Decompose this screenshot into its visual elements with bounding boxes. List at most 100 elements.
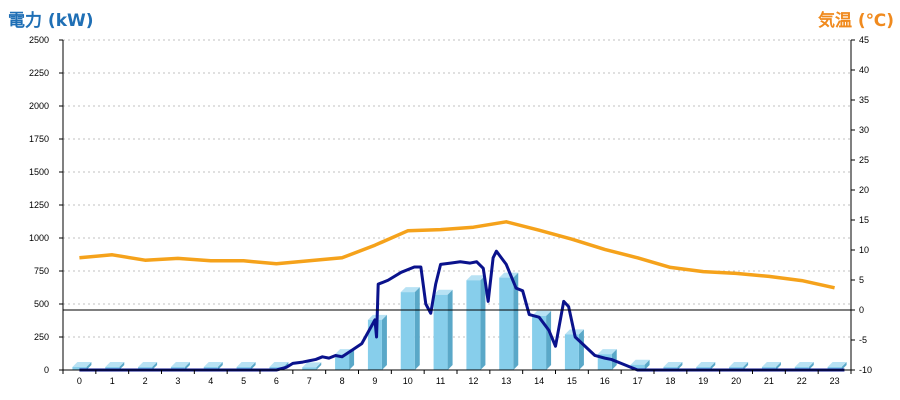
x-tick-label: 1 <box>110 376 115 386</box>
bar <box>532 310 552 370</box>
bar-top <box>72 362 92 367</box>
bar-top <box>597 349 617 355</box>
bar-top <box>663 362 683 367</box>
bar-top <box>532 310 552 316</box>
x-tick-label: 9 <box>372 376 377 386</box>
bar-top <box>630 359 650 365</box>
bar-top <box>170 362 190 367</box>
bar-side <box>808 362 814 370</box>
lines-layer <box>79 220 845 372</box>
bar-side <box>381 314 387 370</box>
x-tick-label: 14 <box>534 376 544 386</box>
bar-top <box>466 275 486 281</box>
x-tick-label: 15 <box>567 376 577 386</box>
bar-top <box>761 362 781 367</box>
bar-side <box>217 362 223 370</box>
bar-top <box>794 362 814 367</box>
left-tick-label: 0 <box>44 365 49 375</box>
bar-front <box>532 315 547 370</box>
bar-side <box>447 289 453 370</box>
x-tick-label: 13 <box>501 376 511 386</box>
x-tick-label: 12 <box>468 376 478 386</box>
bar-front <box>367 319 382 370</box>
bar-side <box>250 362 256 370</box>
x-tick-label: 6 <box>274 376 279 386</box>
bar-side <box>349 349 355 370</box>
bar-front <box>499 277 514 370</box>
right-tick-label: 5 <box>859 275 864 285</box>
bar <box>564 329 584 370</box>
left-axis-title: 電力 (kW) <box>8 11 94 31</box>
left-tick-label: 2000 <box>29 101 49 111</box>
bar-side <box>546 310 552 370</box>
bar-front <box>466 280 481 370</box>
x-tick-label: 4 <box>208 376 213 386</box>
left-tick-label: 1000 <box>29 233 49 243</box>
bar <box>466 275 486 370</box>
x-tick-label: 3 <box>175 376 180 386</box>
right-axis-title: 気温 (℃) <box>817 11 894 31</box>
bar-side <box>775 362 781 370</box>
left-tick-label: 1750 <box>29 134 49 144</box>
bar-top <box>729 362 749 367</box>
bar-side <box>841 362 847 370</box>
right-tick-label: 40 <box>859 65 869 75</box>
right-tick-label: 45 <box>859 35 869 45</box>
x-tick-label: 22 <box>797 376 807 386</box>
right-tick-label: 30 <box>859 125 869 135</box>
bar-front <box>400 292 415 370</box>
bar-front <box>564 334 579 370</box>
bar-top <box>302 362 322 368</box>
x-tick-label: 11 <box>436 376 445 386</box>
bar-top <box>236 362 256 367</box>
right-tick-label: 0 <box>859 305 864 315</box>
x-tick-label: 19 <box>698 376 708 386</box>
right-tick-label: 25 <box>859 155 869 165</box>
right-tick-label: 20 <box>859 185 869 195</box>
x-tick-label: 23 <box>830 376 840 386</box>
x-tick-label: 16 <box>600 376 610 386</box>
bar-side <box>119 362 125 370</box>
power-series-line <box>79 249 845 372</box>
bar-side <box>513 272 519 370</box>
x-tick-label: 18 <box>665 376 675 386</box>
x-tick-label: 20 <box>731 376 741 386</box>
left-tick-label: 1500 <box>29 167 49 177</box>
bar <box>400 287 420 370</box>
bar-side <box>743 362 749 370</box>
left-tick-label: 750 <box>34 266 49 276</box>
left-tick-label: 500 <box>34 299 49 309</box>
bar-side <box>184 362 190 370</box>
x-tick-label: 21 <box>764 376 774 386</box>
x-tick-label: 17 <box>633 376 643 386</box>
x-tick-label: 5 <box>241 376 246 386</box>
bar-top <box>269 362 289 367</box>
bar-side <box>414 287 420 370</box>
right-tick-label: 10 <box>859 245 869 255</box>
bar-top <box>696 362 716 367</box>
left-tick-label: 2250 <box>29 68 49 78</box>
left-tick-label: 2500 <box>29 35 49 45</box>
grid-layer <box>63 39 851 338</box>
x-tick-label: 2 <box>143 376 148 386</box>
bar <box>630 359 650 370</box>
bar-top <box>499 272 519 278</box>
bar-top <box>827 362 847 367</box>
left-tick-label: 1250 <box>29 200 49 210</box>
right-tick-label: 15 <box>859 215 869 225</box>
bar-side <box>677 362 683 370</box>
right-tick-label: -5 <box>859 335 867 345</box>
x-tick-label: 8 <box>340 376 345 386</box>
bars-layer <box>72 272 847 370</box>
bar-front <box>630 364 645 370</box>
bar <box>499 272 519 370</box>
axes-layer: 02505007501000125015001750200022502500-1… <box>29 35 872 386</box>
bar-side <box>710 362 716 370</box>
right-tick-label: -10 <box>859 365 872 375</box>
bar-front <box>433 294 448 370</box>
bar-side <box>316 362 322 370</box>
bar-side <box>578 329 584 370</box>
bar <box>302 362 322 370</box>
bar-side <box>86 362 92 370</box>
